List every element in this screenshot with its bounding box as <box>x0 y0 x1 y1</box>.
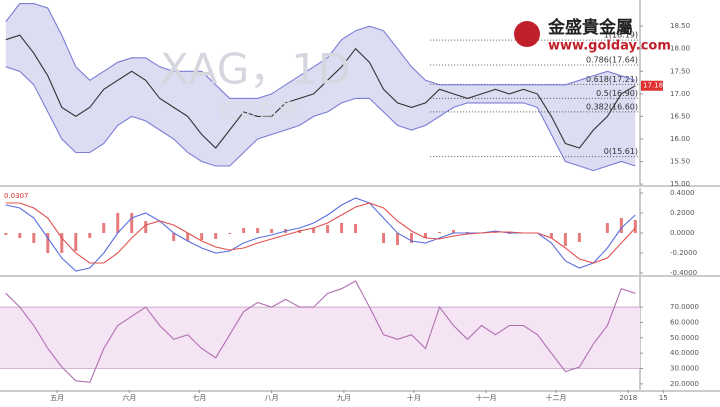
y-tick-label: 50.0000 <box>670 334 699 342</box>
y-tick-label: 0.2000 <box>670 209 695 217</box>
y-tick-label: 60.0000 <box>670 318 699 326</box>
logo-name: 金盛貴金屬 <box>547 17 633 38</box>
rsi-zone <box>0 307 640 369</box>
y-tick-label: 18.00 <box>670 45 690 53</box>
series-line <box>5 66 636 172</box>
fib-label: 0.618(17.21) <box>586 75 638 84</box>
watermark-name: 现货白银 <box>218 99 298 123</box>
x-tick-label: 九月 <box>337 393 351 402</box>
panel: 20.0000 30.0000 40.0000 50.0000 60.0000 70.00… <box>0 277 720 402</box>
fib-label: 0.382(16.60) <box>586 102 638 111</box>
y-tick-label: 17.00 <box>670 90 690 98</box>
panel: 0.4000 0.2000 0.0000 -0.2000 -0.4000 0.0307 <box>0 188 720 277</box>
series-line <box>5 3 636 99</box>
y-tick-label: 18.50 <box>670 22 690 30</box>
x-tick-label: 15 <box>659 394 668 402</box>
y-tick-label: 15.00 <box>670 180 690 188</box>
y-tick-label: 20.0000 <box>670 380 699 388</box>
y-tick-label: 17.50 <box>670 67 690 75</box>
fib-label: 0(15.61) <box>604 147 638 156</box>
last-price-tag <box>641 80 663 91</box>
x-tick-label: 八月 <box>265 394 279 402</box>
series-line <box>5 280 636 383</box>
series-line <box>5 34 636 149</box>
x-tick-label: 五月 <box>50 394 64 402</box>
y-tick-label: 70.0000 <box>670 303 699 311</box>
watermark-symbol: XAG，1D <box>160 45 350 94</box>
last-price-label: 17.18 <box>643 82 663 90</box>
y-tick-label: -0.2000 <box>670 249 697 257</box>
x-tick-label: 十二月 <box>546 393 567 402</box>
y-tick-label: 15.50 <box>670 158 690 166</box>
y-tick-label: 40.0000 <box>670 349 699 357</box>
x-tick-label: 七月 <box>192 393 206 402</box>
fib-label: 0.786(17.64) <box>586 55 638 64</box>
fib-label: 0.5(16.90) <box>596 89 638 98</box>
logo-url: www.golday.com <box>548 39 671 54</box>
x-tick-label: 十月 <box>407 393 421 402</box>
y-tick-label: 16.50 <box>670 112 690 120</box>
logo-icon <box>514 21 540 47</box>
y-tick-label: 30.0000 <box>670 365 699 373</box>
macd-value: 0.0307 <box>4 192 29 200</box>
x-tick-label: 六月 <box>122 393 136 402</box>
y-tick-label: -0.4000 <box>670 269 697 277</box>
x-tick-label: 2018 <box>619 394 637 402</box>
fib-label: 1(18.19) <box>604 31 638 40</box>
y-tick-label: 16.00 <box>670 135 690 143</box>
series-line <box>5 202 636 264</box>
x-tick-label: 十一月 <box>476 393 497 402</box>
y-tick-label: 0.4000 <box>670 189 695 197</box>
panel: 15.00 15.50 16.00 16.50 17.00 17.50 18.00 18.50… <box>0 0 720 188</box>
y-tick-label: 0.0000 <box>670 229 695 237</box>
